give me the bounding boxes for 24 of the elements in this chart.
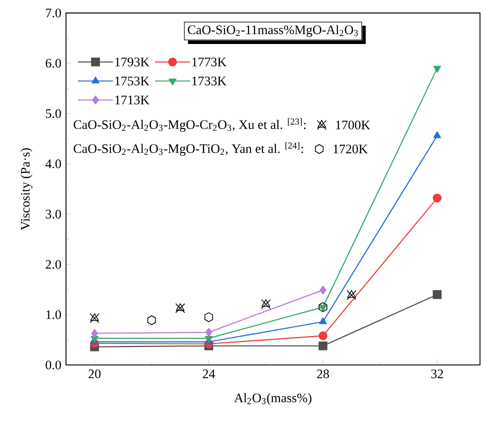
y-tick-label: 5.0 xyxy=(46,109,61,118)
y-tick-label: 4.0 xyxy=(45,159,61,168)
text: CaO-SiO$_{2}$-11mass%MgO-Al$_{2}$O$_{3}$ xyxy=(188,25,358,37)
y-tick-label: 0.0 xyxy=(46,360,61,370)
x-axis-title: Al$_{2}$O$_{3}$(mass%) xyxy=(234,393,312,405)
y-tick-label: 3.0 xyxy=(46,210,61,219)
x-tick-label: 20 xyxy=(88,370,101,378)
legend-label: 1753K xyxy=(115,76,150,86)
y-tick-label: 2.0 xyxy=(46,260,61,269)
y-tick-label: 1.0 xyxy=(46,310,61,320)
legend-label: 1773K xyxy=(192,58,226,66)
x-tick-label: 28 xyxy=(317,370,329,378)
text: CaO-SiO$_{2}$-Al$_{2}$O$_{3}$-MgO-Cr$_{2}$O$_{3}$, Xu et al. $^{[23]}$: xyxy=(74,118,306,132)
legend-label: 1720K xyxy=(334,144,368,154)
x-tick-label: 24 xyxy=(202,370,216,378)
legend-label: 1793K xyxy=(115,58,150,66)
y-tick-label: 7.0 xyxy=(46,8,61,18)
y-tick-label: 6.0 xyxy=(46,58,61,68)
text: CaO-SiO$_{2}$-Al$_{2}$O$_{3}$-MgO-TiO$_{2}$, Yan et al. $^{[24]}$: xyxy=(74,142,304,156)
legend-label: 1733K xyxy=(192,76,226,86)
legend-label: 1713K xyxy=(115,96,150,104)
x-tick-label: 32 xyxy=(431,370,443,378)
legend-label: 1700K xyxy=(336,120,370,130)
y-axis-title: Viscosity (Pa·s) xyxy=(20,148,32,230)
